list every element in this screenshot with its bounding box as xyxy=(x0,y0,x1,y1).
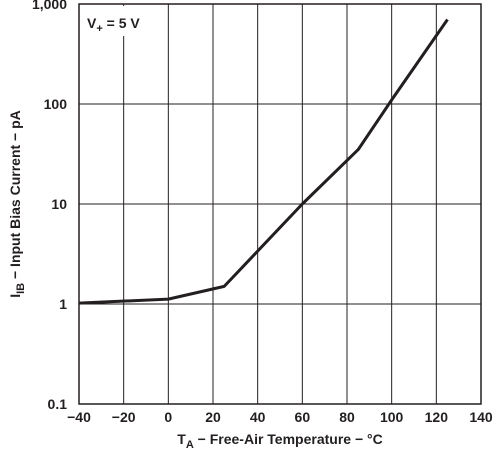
grid xyxy=(78,3,482,405)
supply-annotation-main: V xyxy=(87,15,97,31)
x-tick-label: 100 xyxy=(380,409,404,425)
y-axis-label-main: I xyxy=(7,294,23,298)
y-tick-label: 1,000 xyxy=(32,0,67,12)
x-tick-label: 20 xyxy=(205,409,221,425)
y-tick-label: 100 xyxy=(44,96,68,112)
x-axis-label: TA − Free-Air Temperature − °C xyxy=(177,431,382,451)
x-axis-label-sub: A xyxy=(186,439,194,451)
y-axis-label: IIB − Input Bias Current − pA xyxy=(7,110,27,298)
series-line xyxy=(78,18,449,305)
y-tick-label: 1 xyxy=(59,296,67,312)
x-tick-labels: −40 −20 0 20 40 60 80 100 120 140 xyxy=(67,409,493,425)
x-tick-label: 0 xyxy=(164,409,172,425)
x-tick-label: 80 xyxy=(339,409,355,425)
y-tick-labels: 0.1 1 10 100 1,000 xyxy=(32,0,67,412)
y-tick-label: 0.1 xyxy=(48,396,68,412)
x-tick-label: 40 xyxy=(250,409,266,425)
y-axis-label-rest: − Input Bias Current − pA xyxy=(7,110,23,283)
plot-frame xyxy=(78,3,482,405)
supply-annotation: V+ = 5 V xyxy=(87,15,140,35)
x-tick-label: 120 xyxy=(425,409,449,425)
y-axis-label-sub: IB xyxy=(15,283,27,294)
x-tick-label: −20 xyxy=(112,409,136,425)
x-tick-label: 60 xyxy=(295,409,311,425)
x-tick-label: −40 xyxy=(67,409,91,425)
annotation-background xyxy=(79,6,167,36)
supply-annotation-rest: = 5 V xyxy=(103,15,141,31)
y-tick-label: 10 xyxy=(51,196,67,212)
supply-annotation-sub: + xyxy=(96,23,102,35)
x-axis-label-main: T xyxy=(177,431,186,447)
x-axis-label-rest: − Free-Air Temperature − °C xyxy=(194,431,383,447)
x-tick-label: 140 xyxy=(469,409,493,425)
